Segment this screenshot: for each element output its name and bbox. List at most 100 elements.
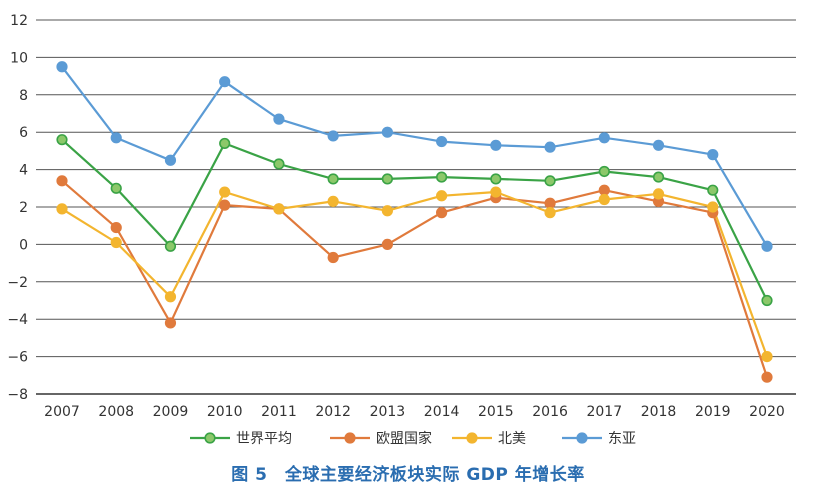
data-point — [327, 195, 339, 207]
data-point — [490, 186, 502, 198]
series-line — [61, 179, 769, 378]
legend-swatch-marker — [576, 432, 588, 444]
legend-swatch-marker — [204, 432, 216, 444]
data-point — [652, 171, 665, 183]
data-point — [652, 188, 665, 200]
data-point — [381, 126, 393, 138]
data-point — [544, 197, 556, 209]
x-tick-label: 2020 — [749, 404, 785, 420]
legend-item: 东亚 — [562, 431, 636, 447]
x-tick-label: 2007 — [44, 404, 80, 420]
series-line — [61, 138, 768, 301]
legend-label: 欧盟国家 — [376, 430, 432, 447]
figure-caption: 图 5 全球主要经济板块实际 GDP 年增长率 — [231, 465, 585, 485]
x-tick-label: 2010 — [207, 404, 243, 420]
x-tick-label: 2008 — [98, 404, 134, 420]
data-point — [598, 193, 610, 206]
data-point — [273, 203, 285, 215]
data-point — [598, 184, 610, 196]
y-tick-label: −6 — [7, 350, 28, 366]
y-tick-label: 12 — [10, 13, 28, 29]
x-tick-label: 2011 — [261, 404, 297, 420]
data-point — [273, 113, 285, 125]
y-tick-label: −2 — [7, 275, 28, 291]
x-tick-label: 2019 — [695, 404, 731, 420]
data-point — [436, 190, 448, 202]
data-point — [381, 205, 393, 217]
legend-item: 欧盟国家 — [330, 430, 432, 447]
data-point — [219, 186, 231, 198]
y-axis-tick-labels: 12 10 8 6 4 2 0 −2 −4 −6 −8 — [7, 13, 28, 403]
data-point — [56, 134, 68, 146]
legend-label: 世界平均 — [236, 431, 292, 447]
data-point — [327, 130, 339, 142]
data-point — [761, 294, 773, 307]
y-tick-label: 8 — [19, 88, 28, 104]
data-point — [56, 61, 68, 73]
data-point — [164, 291, 177, 303]
legend-label: 东亚 — [608, 431, 636, 447]
data-point — [110, 221, 122, 234]
data-point — [219, 137, 231, 150]
series-line — [61, 190, 769, 357]
y-tick-label: 2 — [19, 200, 28, 216]
data-point — [110, 132, 122, 144]
series-line — [61, 66, 768, 247]
data-point — [707, 149, 719, 161]
y-tick-label: 6 — [19, 125, 28, 141]
x-tick-label: 2014 — [424, 404, 460, 420]
data-point — [164, 154, 177, 166]
data-point — [164, 240, 177, 252]
x-tick-label: 2012 — [315, 404, 351, 420]
data-point — [436, 135, 448, 148]
legend-label: 北美 — [498, 431, 526, 447]
data-point — [761, 351, 773, 363]
data-point — [219, 199, 231, 211]
data-point — [490, 139, 502, 151]
data-point — [110, 182, 122, 194]
data-point — [110, 236, 122, 249]
data-point — [56, 175, 68, 187]
data-point — [219, 76, 231, 88]
y-tick-label: 10 — [10, 50, 28, 66]
data-point — [652, 139, 665, 151]
data-point — [56, 203, 68, 215]
data-point — [381, 238, 393, 250]
data-point — [761, 371, 773, 383]
data-point — [598, 165, 610, 178]
data-point — [544, 175, 556, 187]
data-point — [381, 173, 393, 185]
data-point — [490, 173, 502, 185]
y-tick-label: 4 — [19, 163, 28, 179]
x-tick-label: 2018 — [641, 404, 677, 420]
y-tick-label: −8 — [7, 387, 28, 403]
y-tick-label: −4 — [7, 312, 28, 328]
x-tick-label: 2013 — [370, 404, 406, 420]
data-point — [544, 141, 556, 153]
series-points — [56, 61, 773, 383]
legend-item: 世界平均 — [190, 431, 292, 447]
data-point — [707, 201, 719, 213]
data-point — [544, 207, 556, 219]
legend-item: 北美 — [452, 431, 526, 447]
legend: 世界平均 欧盟国家 北美 东亚 — [190, 430, 636, 447]
data-point — [164, 317, 177, 329]
legend-swatch-marker — [466, 432, 478, 444]
x-tick-label: 2015 — [478, 404, 514, 420]
x-axis-tick-labels: 2007 2008 2009 2010 2011 2012 2013 2014 2015 2016… — [44, 404, 785, 420]
data-point — [327, 251, 339, 264]
data-point — [707, 184, 719, 196]
legend-swatch-marker — [344, 432, 356, 444]
x-tick-label: 2009 — [153, 404, 189, 420]
data-point — [273, 158, 285, 170]
data-point — [436, 171, 448, 183]
data-point — [327, 173, 339, 185]
x-tick-label: 2016 — [532, 404, 568, 420]
gridlines — [36, 19, 796, 395]
series-lines — [61, 66, 769, 378]
y-tick-label: 0 — [19, 237, 28, 253]
data-point — [761, 240, 773, 252]
data-point — [598, 132, 610, 144]
x-tick-label: 2017 — [586, 404, 622, 420]
